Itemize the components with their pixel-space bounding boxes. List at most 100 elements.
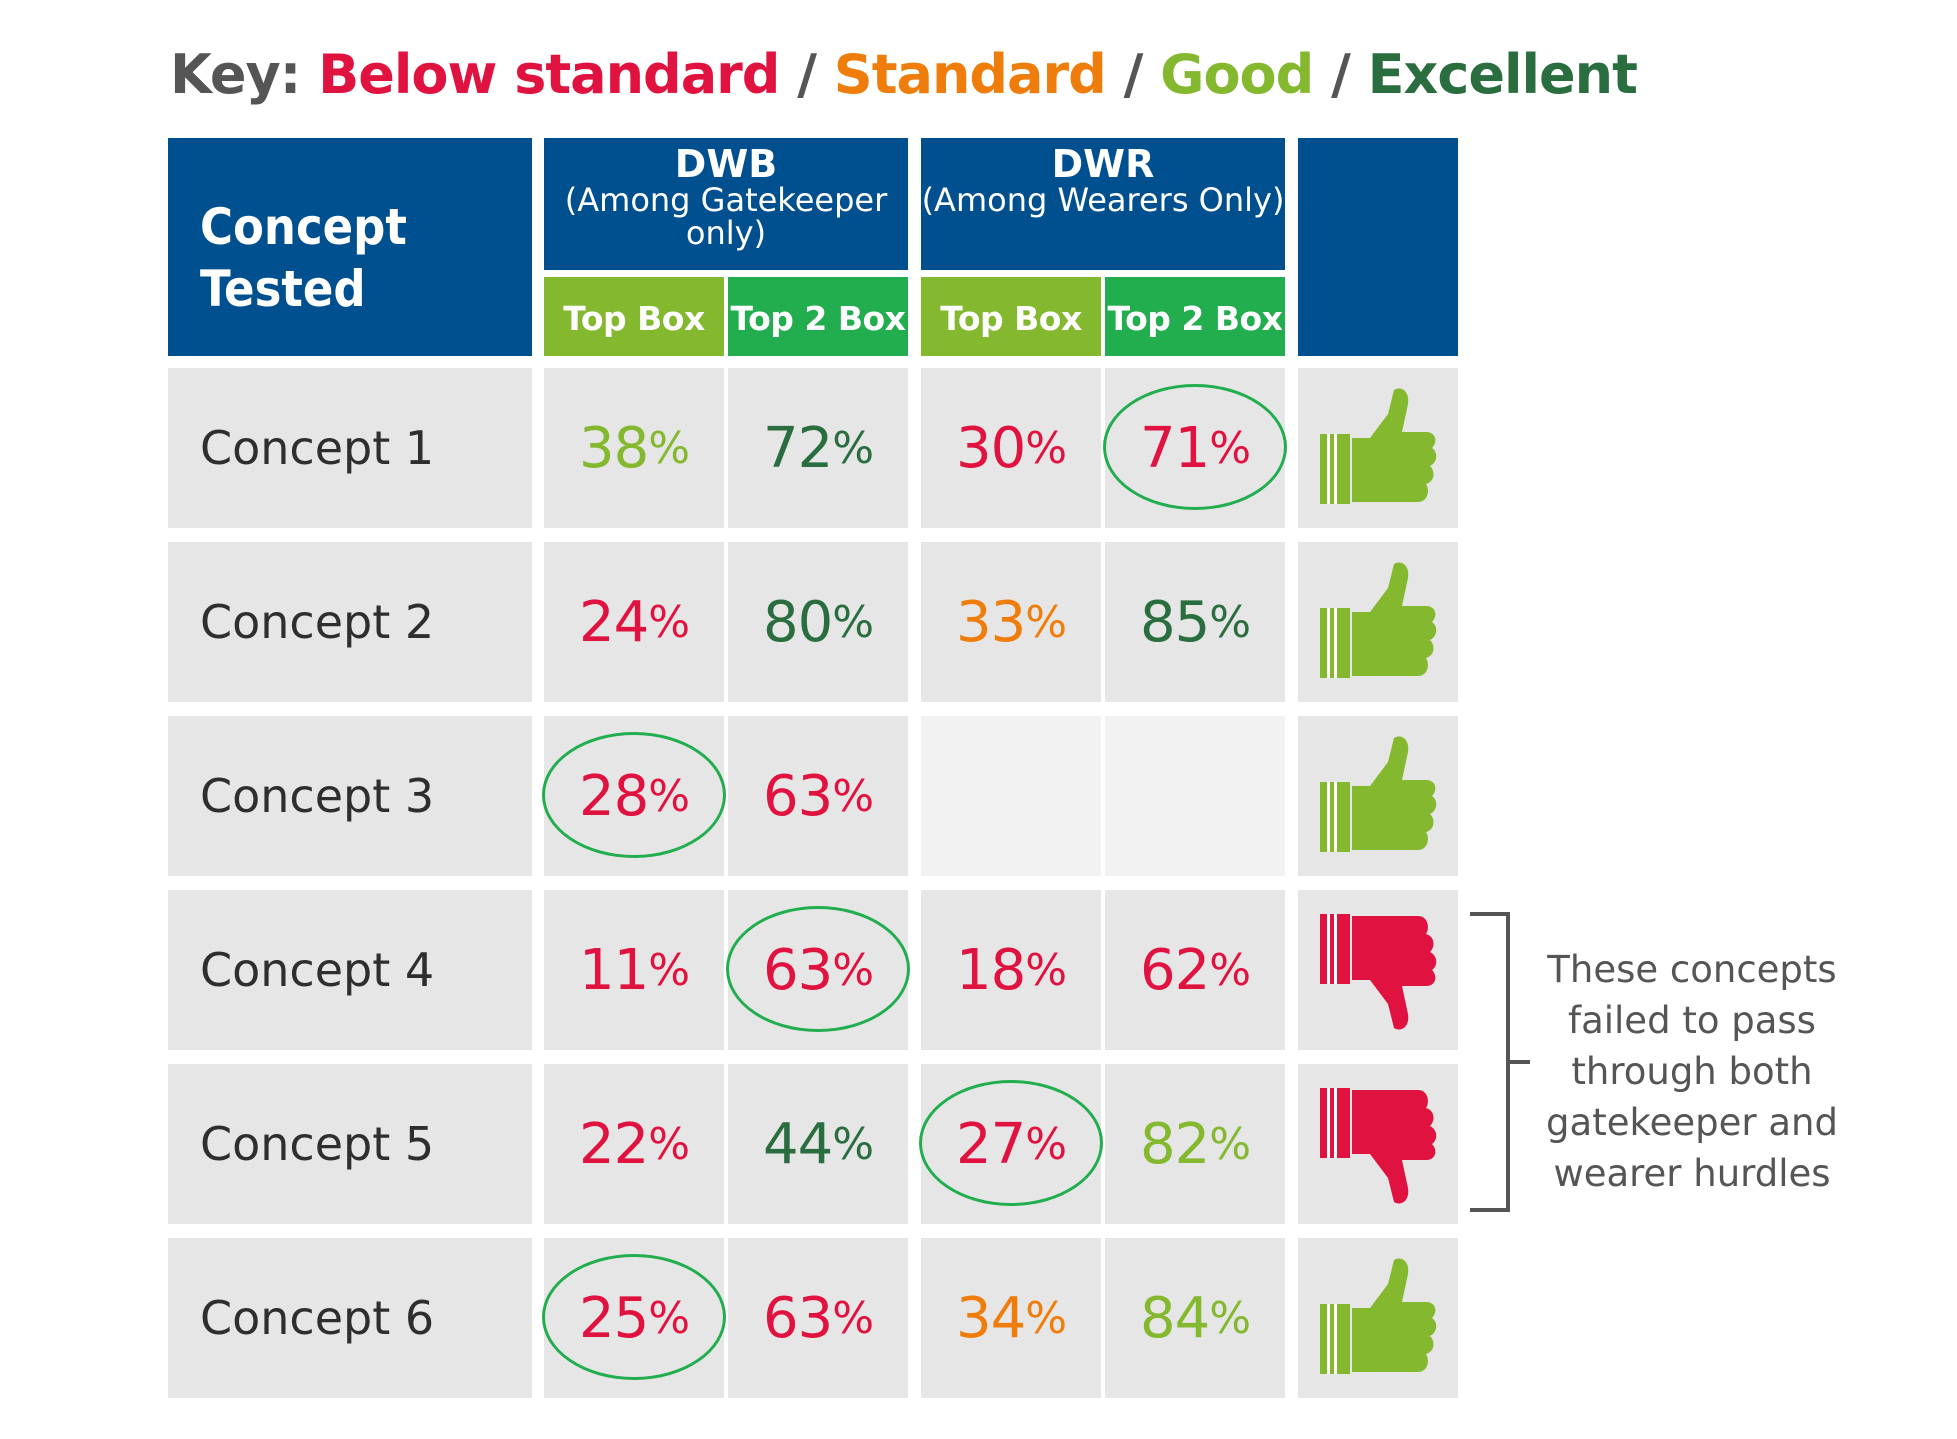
dwr-top2-box-value: 71% — [1105, 368, 1285, 528]
value-number: 11 — [578, 937, 649, 1003]
value-number: 33 — [955, 589, 1026, 655]
dwr-top-box-header: Top Box — [921, 277, 1101, 356]
dwr-group-header: DWR (Among Wearers Only) — [921, 138, 1285, 270]
value-number: 18 — [955, 937, 1026, 1003]
key-label: Key: — [170, 43, 301, 106]
percent-sign: % — [1025, 596, 1067, 648]
key-below-standard: Below standard — [318, 43, 780, 106]
value-number: 80 — [762, 589, 833, 655]
percent-sign: % — [648, 770, 690, 822]
value-number: 71 — [1139, 415, 1210, 481]
dwr-top-box-value — [921, 716, 1101, 876]
concept-label: Concept 5 — [168, 1064, 532, 1224]
value-number: 34 — [955, 1285, 1026, 1351]
dwb-subtitle: (Among Gatekeeper only) — [564, 181, 888, 252]
dwb-group-header: DWB (Among Gatekeeper only) — [544, 138, 908, 270]
percent-sign: % — [1209, 1292, 1251, 1344]
percent-sign: % — [1209, 944, 1251, 996]
value-number: 72 — [762, 415, 833, 481]
value-number: 22 — [578, 1111, 649, 1177]
key-good: Good — [1160, 43, 1314, 106]
dwr-top2-box-value: 84% — [1105, 1238, 1285, 1398]
dwb-top-box-value: 22% — [544, 1064, 724, 1224]
dwb-top-box-value: 25% — [544, 1238, 724, 1398]
percent-sign: % — [648, 1292, 690, 1344]
percent-sign: % — [1025, 422, 1067, 474]
dwb-top2-box-value: 44% — [728, 1064, 908, 1224]
verdict-cell — [1298, 716, 1458, 876]
verdict-cell — [1298, 542, 1458, 702]
percent-sign: % — [648, 596, 690, 648]
dwr-title: DWR — [1051, 142, 1155, 186]
thumbs-up-icon — [1320, 562, 1437, 678]
percent-sign: % — [832, 1118, 874, 1170]
value-number: 27 — [955, 1111, 1026, 1177]
dwr-top2-box-value — [1105, 716, 1285, 876]
percent-sign: % — [648, 944, 690, 996]
dwr-subtitle: (Among Wearers Only) — [921, 181, 1285, 219]
dwb-top2-box-value: 63% — [728, 890, 908, 1050]
percent-sign: % — [1209, 596, 1251, 648]
percent-sign: % — [832, 596, 874, 648]
dwr-top-box-value: 30% — [921, 368, 1101, 528]
percent-sign: % — [648, 1118, 690, 1170]
dwr-top2-box-header: Top 2 Box — [1105, 277, 1285, 356]
dwb-top2-box-value: 72% — [728, 368, 908, 528]
percent-sign: % — [1025, 1118, 1067, 1170]
verdict-cell — [1298, 1064, 1458, 1224]
thumbs-down-icon — [1320, 1088, 1437, 1204]
dwb-top2-box-value: 63% — [728, 716, 908, 876]
percent-sign: % — [832, 1292, 874, 1344]
concept-label: Concept 3 — [168, 716, 532, 876]
percent-sign: % — [1025, 1292, 1067, 1344]
value-number: 63 — [762, 1285, 833, 1351]
concept-label: Concept 2 — [168, 542, 532, 702]
thumbs-up-icon — [1320, 1258, 1437, 1374]
dwb-top-box-header: Top Box — [544, 277, 724, 356]
value-number: 25 — [578, 1285, 649, 1351]
verdict-cell — [1298, 368, 1458, 528]
dwb-title: DWB — [674, 142, 778, 186]
dwb-top2-box-value: 80% — [728, 542, 908, 702]
dwb-top2-box-header: Top 2 Box — [728, 277, 908, 356]
key-standard: Standard — [833, 43, 1107, 106]
dwb-top-box-value: 28% — [544, 716, 724, 876]
hurdle-annotation: These concepts failed to pass through bo… — [1546, 948, 1838, 1195]
dwr-top-box-value: 18% — [921, 890, 1101, 1050]
dwr-top2-box-value: 85% — [1105, 542, 1285, 702]
value-number: 38 — [578, 415, 649, 481]
key-separator: / — [1331, 43, 1351, 106]
thumbs-down-icon — [1320, 914, 1437, 1030]
thumbs-up-icon — [1320, 736, 1437, 852]
percent-sign: % — [832, 422, 874, 474]
value-number: 63 — [762, 763, 833, 829]
verdict-cell — [1298, 1238, 1458, 1398]
value-number: 85 — [1139, 589, 1210, 655]
percent-sign: % — [1209, 422, 1251, 474]
percent-sign: % — [1209, 1118, 1251, 1170]
dwb-top-box-value: 38% — [544, 368, 724, 528]
dwr-top2-box-value: 62% — [1105, 890, 1285, 1050]
percent-sign: % — [1025, 944, 1067, 996]
dwr-top-box-value: 34% — [921, 1238, 1101, 1398]
dwr-top2-box-value: 82% — [1105, 1064, 1285, 1224]
percent-sign: % — [832, 944, 874, 996]
value-number: 82 — [1139, 1111, 1210, 1177]
dwr-top-box-value: 33% — [921, 542, 1101, 702]
concept-label: Concept 4 — [168, 890, 532, 1050]
verdict-cell — [1298, 890, 1458, 1050]
value-number: 44 — [762, 1111, 833, 1177]
thumbs-up-icon — [1320, 388, 1437, 504]
percent-sign: % — [832, 770, 874, 822]
dwr-top-box-value: 27% — [921, 1064, 1101, 1224]
verdict-header — [1298, 138, 1458, 356]
value-number: 63 — [762, 937, 833, 1003]
color-key: Key: Below standard / Standard / Good / … — [170, 40, 1638, 110]
key-excellent: Excellent — [1367, 43, 1638, 106]
concept-tested-header: Concept Tested — [168, 138, 532, 356]
key-separator: / — [797, 43, 817, 106]
value-number: 28 — [578, 763, 649, 829]
key-separator: / — [1123, 43, 1144, 106]
dwb-top-box-value: 24% — [544, 542, 724, 702]
value-number: 84 — [1139, 1285, 1210, 1351]
